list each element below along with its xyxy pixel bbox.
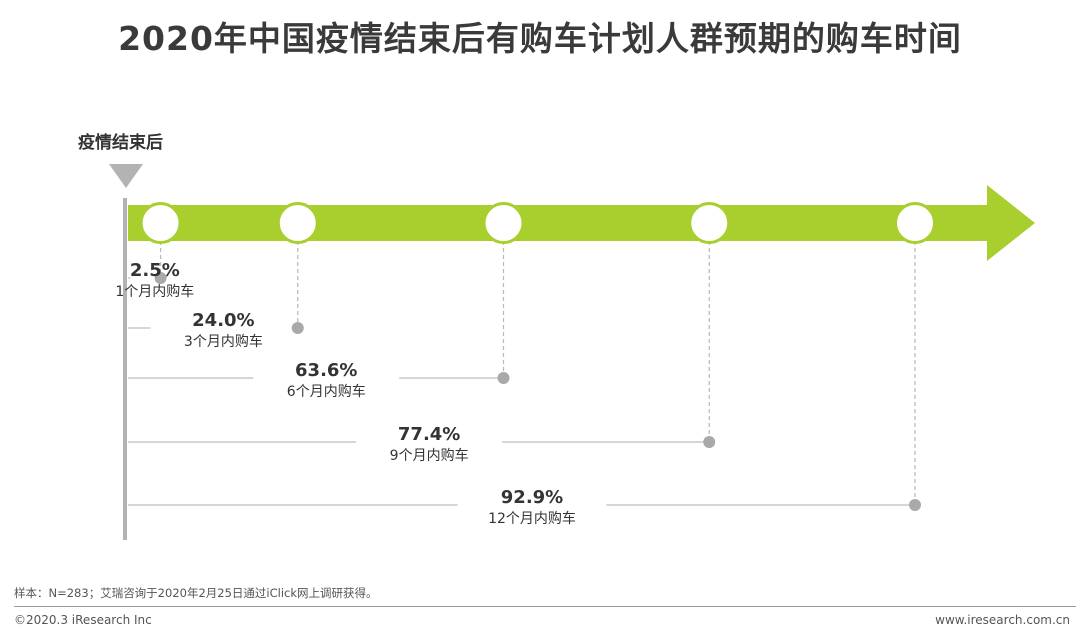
value-label: 77.4% [398, 424, 460, 445]
endpoint-dot [291, 322, 304, 334]
website-link[interactable]: www.iresearch.com.cn [935, 613, 1070, 627]
chart-title: 2020年中国疫情结束后有购车计划人群预期的购车时间 [118, 19, 962, 58]
footer-divider [14, 606, 1076, 607]
endpoint-dot [909, 499, 921, 511]
timeline-arrow-body [128, 205, 987, 241]
milestone-circle [276, 202, 319, 244]
vertical-axis [123, 198, 127, 540]
endpoint-dot [703, 436, 716, 448]
start-label: 疫情结束后 [78, 133, 163, 153]
milestone-circle [688, 202, 731, 244]
endpoint-dot [497, 372, 510, 384]
start-marker-triangle [109, 164, 143, 188]
copyright: ©2020.3 iResearch Inc [14, 613, 152, 627]
milestone-circle [482, 202, 525, 244]
timeline-arrow-head [987, 185, 1035, 261]
value-label: 63.6% [295, 360, 357, 381]
period-label: 9个月内购车 [390, 447, 469, 464]
milestone-circle [894, 202, 936, 244]
milestone-circle [139, 202, 182, 244]
endpoint-dot [154, 272, 167, 284]
value-label: 2.5% [130, 260, 180, 281]
period-label: 12个月内购车 [488, 510, 576, 527]
value-label: 24.0% [192, 310, 254, 331]
period-label: 1个月内购车 [115, 283, 194, 300]
period-label: 3个月内购车 [184, 333, 263, 350]
period-label: 6个月内购车 [287, 383, 366, 400]
sample-note: 样本：N=283；艾瑞咨询于2020年2月25日通过iClick网上调研获得。 [14, 586, 378, 600]
value-label: 92.9% [501, 487, 563, 508]
timeline-chart: 2.5% 1个月内购车 24.0% 3个月内购车 63.6% 6个月内购车 77.4% 9个月… [109, 164, 1035, 540]
